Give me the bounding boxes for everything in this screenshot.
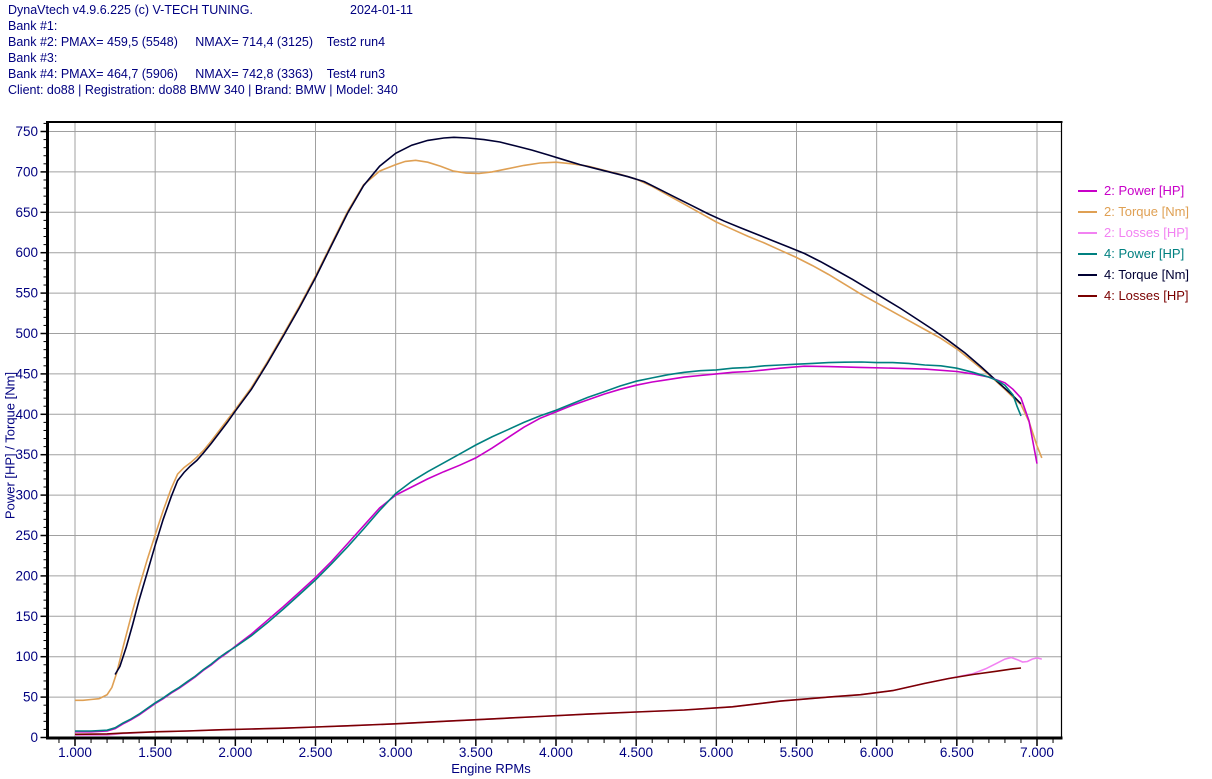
bank1-line: Bank #1: [8, 19, 58, 33]
series-losses2-line [75, 656, 1042, 736]
header: DynaVtech v4.9.6.225 (c) V-TECH TUNING. 2… [0, 0, 1212, 100]
legend-item-torque4: 4: Torque [Nm] [1078, 268, 1189, 281]
legend-line-swatch [1078, 210, 1097, 213]
y-tick-label: 250 [15, 528, 38, 543]
series-losses4-line [74, 667, 1022, 736]
legend-item-losses4: 4: Losses [HP] [1078, 289, 1189, 302]
y-tick-label: 550 [15, 286, 38, 301]
y-tick-label: 650 [15, 205, 38, 220]
legend-label: 4: Torque [Nm] [1104, 267, 1190, 282]
y-tick-label: 700 [15, 164, 38, 179]
y-tick-label: 300 [15, 488, 38, 503]
legend-label: 2: Losses [HP] [1104, 225, 1189, 240]
y-tick-label: 50 [23, 690, 38, 705]
y-tick-label: 400 [15, 407, 38, 422]
client-line: Client: do88 | Registration: do88 BMW 34… [8, 83, 398, 97]
legend-item-torque2: 2: Torque [Nm] [1078, 205, 1189, 218]
y-tick-label: 500 [15, 326, 38, 341]
legend-label: 4: Losses [HP] [1104, 288, 1189, 303]
legend-label: 2: Power [HP] [1104, 183, 1185, 198]
app-title: DynaVtech v4.9.6.225 (c) V-TECH TUNING. [8, 3, 253, 17]
x-tick-label: 1.500 [138, 745, 172, 760]
legend-line-swatch [1078, 273, 1097, 276]
legend-line-swatch [1078, 189, 1097, 192]
series-power4-line [75, 361, 1022, 732]
bank4-line: Bank #4: PMAX= 464,7 (5906) NMAX= 742,8 … [8, 67, 386, 81]
legend-label: 2: Torque [Nm] [1104, 204, 1190, 219]
bank3-line: Bank #3: [8, 51, 58, 65]
y-tick-label: 200 [15, 568, 38, 583]
x-tick-label: 6.000 [860, 745, 894, 760]
legend-line-swatch [1078, 252, 1097, 255]
y-tick-label: 350 [15, 447, 38, 462]
x-tick-label: 5.000 [699, 745, 733, 760]
bank2-line: Bank #2: PMAX= 459,5 (5548) NMAX= 714,4 … [8, 35, 386, 49]
y-tick-label: 750 [15, 124, 38, 139]
x-axis-title: Engine RPMs [451, 761, 531, 776]
x-tick-label: 4.000 [539, 745, 573, 760]
y-tick-label: 450 [15, 366, 38, 381]
x-tick-label: 6.500 [940, 745, 974, 760]
header-date: 2024-01-11 [350, 3, 414, 17]
x-tick-label: 3.000 [379, 745, 413, 760]
header-line-1: DynaVtech v4.9.6.225 (c) V-TECH TUNING. 2… [8, 3, 413, 18]
series-torque4-line [114, 136, 1022, 675]
x-tick-label: 2.000 [218, 745, 252, 760]
x-tick-label: 7.000 [1020, 745, 1054, 760]
x-tick-label: 4.500 [619, 745, 653, 760]
legend-item-losses2: 2: Losses [HP] [1078, 226, 1189, 239]
legend-line-swatch [1078, 231, 1097, 234]
x-tick-label: 2.500 [299, 745, 333, 760]
x-tick-label: 3.500 [459, 745, 493, 760]
legend: 2: Power [HP] 2: Torque [Nm] 2: Losses [HP… [1078, 184, 1189, 310]
legend-item-power2: 2: Power [HP] [1078, 184, 1189, 197]
y-tick-label: 100 [15, 649, 38, 664]
y-tick-label: 600 [15, 245, 38, 260]
y-axis-title: Power [HP] / Torque [Nm] [2, 371, 18, 520]
series-torque2-line [75, 159, 1043, 702]
x-tick-label: 1.000 [58, 745, 92, 760]
x-tick-label: 5.500 [780, 745, 814, 760]
y-tick-label: 150 [15, 609, 38, 624]
y-tick-label: 0 [30, 730, 38, 745]
legend-line-swatch [1078, 294, 1097, 297]
legend-label: 4: Power [HP] [1104, 246, 1185, 261]
legend-item-power4: 4: Power [HP] [1078, 247, 1189, 260]
